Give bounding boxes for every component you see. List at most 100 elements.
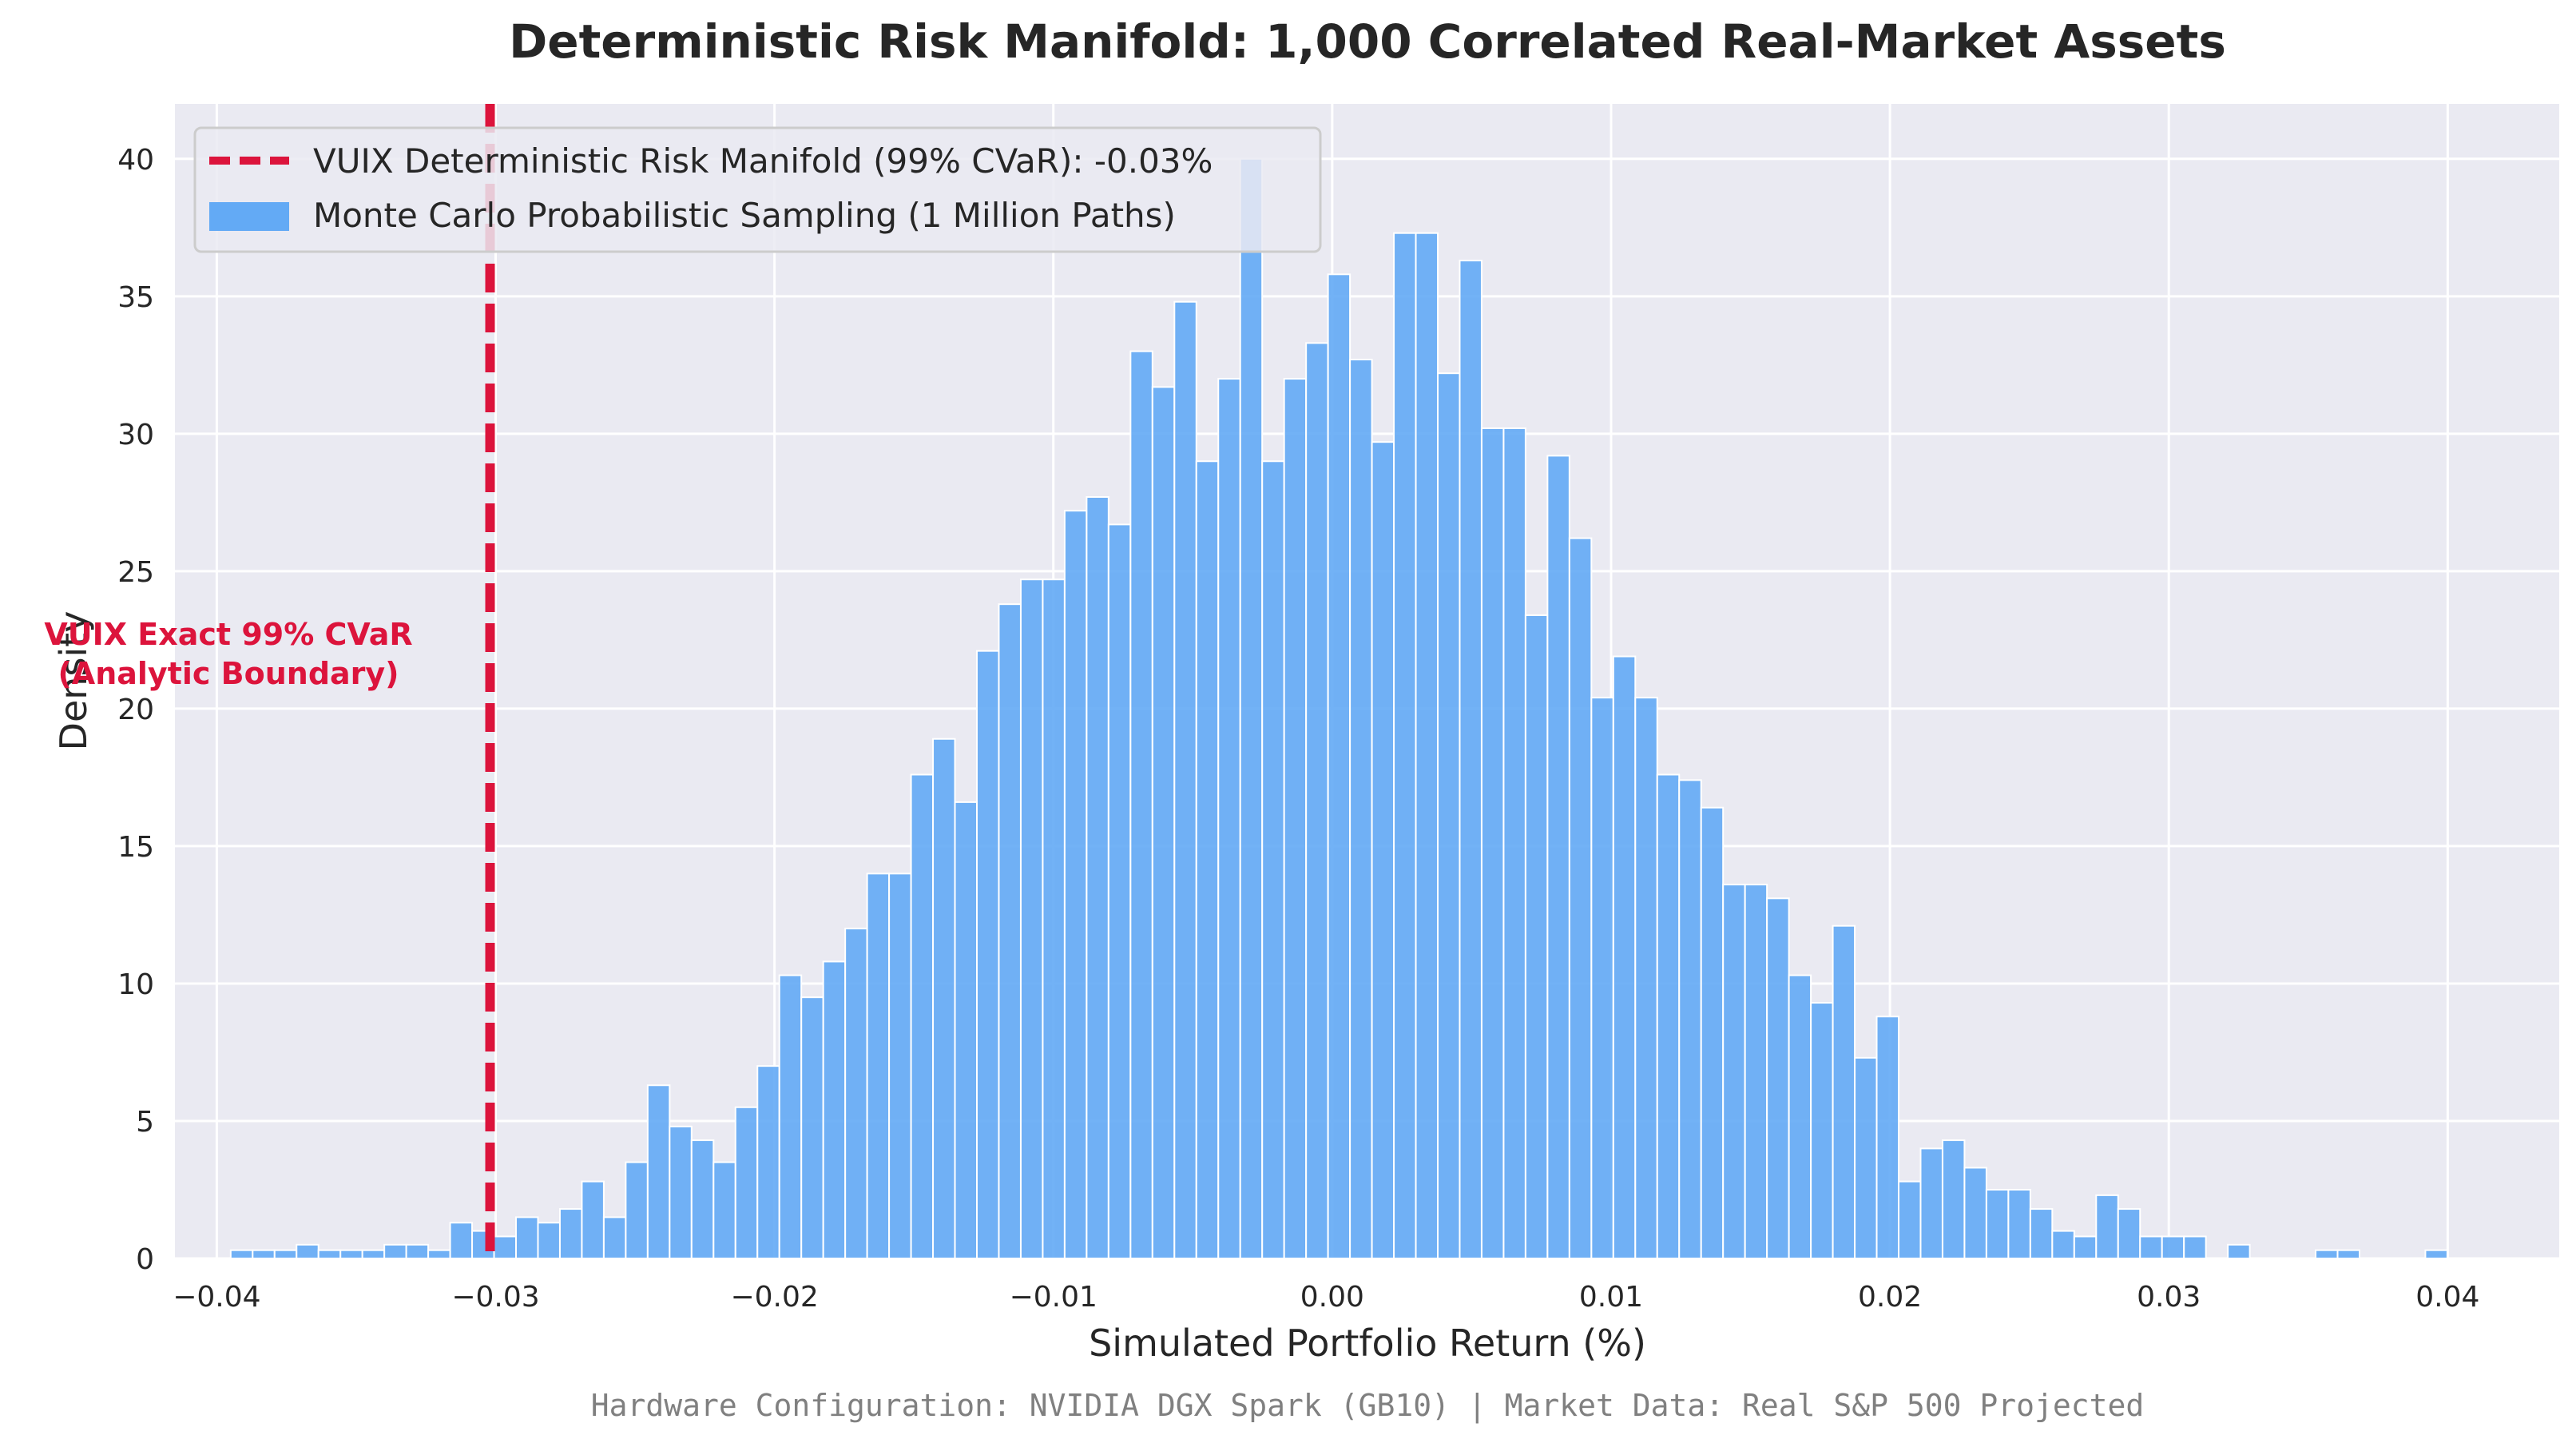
x-tick-label: 0.00 xyxy=(1300,1281,1364,1314)
histogram-bar xyxy=(1151,386,1176,1260)
histogram-bar xyxy=(1393,232,1417,1259)
y-tick-labels: 0 5 10 15 20 25 30 35 40 xyxy=(117,144,154,1276)
histogram-bar xyxy=(449,1222,474,1259)
histogram-bar xyxy=(1107,523,1132,1259)
histogram-bar xyxy=(361,1249,386,1260)
footer-note: Hardware Configuration: NVIDIA DGX Spark… xyxy=(591,1388,2145,1424)
histogram-bar xyxy=(252,1249,276,1260)
histogram-bar xyxy=(1129,350,1153,1260)
y-tick-label: 20 xyxy=(117,694,154,726)
histogram-bar xyxy=(669,1125,693,1260)
histogram-bar xyxy=(1217,378,1241,1259)
cvar-annotation-line2: (Analytic Boundary) xyxy=(58,656,399,691)
histogram-bar xyxy=(2007,1188,2031,1259)
histogram-bar xyxy=(1459,260,1482,1259)
histogram-bar xyxy=(2073,1235,2098,1260)
histogram-bar xyxy=(1897,1180,1922,1259)
y-tick-label: 15 xyxy=(117,831,154,864)
y-tick-label: 0 xyxy=(136,1243,154,1276)
histogram-bar xyxy=(866,873,891,1260)
histogram-bar xyxy=(954,801,978,1259)
histogram-bar xyxy=(1985,1188,2010,1259)
histogram-bar xyxy=(2139,1235,2163,1260)
histogram-bar xyxy=(910,773,935,1259)
histogram-bar xyxy=(2161,1235,2185,1260)
legend: VUIX Deterministic Risk Manifold (99% CV… xyxy=(193,126,1322,253)
histogram-bar xyxy=(1590,697,1614,1259)
legend-histogram-swatch xyxy=(209,202,289,231)
x-tick-label: 0.04 xyxy=(2415,1281,2479,1314)
x-tick-label: 0.01 xyxy=(1579,1281,1643,1314)
y-tick-label: 5 xyxy=(136,1106,154,1139)
histogram-bar xyxy=(2029,1208,2054,1259)
y-tick-label: 35 xyxy=(117,281,154,314)
histogram-bar xyxy=(2336,1249,2360,1260)
histogram-bar xyxy=(1722,884,1746,1259)
histogram-bar xyxy=(2051,1230,2075,1259)
x-tick-label: −0.04 xyxy=(173,1281,260,1314)
y-tick-label: 10 xyxy=(117,968,154,1001)
histogram-bar xyxy=(1063,510,1088,1259)
histogram-bar xyxy=(756,1065,780,1259)
x-tick-label: −0.01 xyxy=(1010,1281,1097,1314)
histogram-bar xyxy=(888,873,912,1260)
histogram-bar xyxy=(2424,1249,2448,1260)
histogram-bar xyxy=(822,960,847,1260)
y-tick-label: 30 xyxy=(117,419,154,451)
histogram-bar xyxy=(317,1249,342,1260)
histogram-bar xyxy=(1788,974,1812,1260)
histogram-bar xyxy=(2227,1243,2251,1259)
histogram-bar xyxy=(734,1106,759,1259)
histogram-bar xyxy=(932,737,956,1259)
histogram-bar xyxy=(1700,806,1725,1259)
histogram-bar xyxy=(1371,441,1395,1259)
histogram-bar xyxy=(296,1243,320,1259)
x-tick-label: −0.02 xyxy=(730,1281,818,1314)
histogram-bar xyxy=(273,1249,298,1260)
x-tick-labels: −0.04 −0.03 −0.02 −0.01 0.00 0.01 0.02 0.03 0.04 xyxy=(173,1281,2479,1314)
histogram-bar xyxy=(1678,779,1702,1259)
histogram-bar xyxy=(998,603,1022,1259)
histogram-bar xyxy=(1810,1002,1834,1260)
legend-histogram-label: Monte Carlo Probabilistic Sampling (1 Mi… xyxy=(313,196,1176,235)
histogram-bars xyxy=(229,157,2448,1260)
x-tick-label: 0.03 xyxy=(2137,1281,2201,1314)
histogram-bar xyxy=(383,1243,407,1259)
chart-title: Deterministic Risk Manifold: 1,000 Corre… xyxy=(509,14,2226,69)
histogram-bar xyxy=(1195,460,1220,1259)
legend-box xyxy=(193,126,1322,253)
histogram-bar xyxy=(1744,884,1768,1259)
histogram-bar xyxy=(1261,460,1285,1259)
histogram-bar xyxy=(1854,1056,1878,1259)
histogram-bar xyxy=(1919,1147,1943,1260)
histogram-bar xyxy=(1656,773,1681,1259)
histogram-bar xyxy=(1305,342,1329,1260)
histogram-bar xyxy=(646,1084,671,1259)
histogram-bar xyxy=(712,1161,736,1260)
histogram-bar xyxy=(800,996,824,1260)
histogram-bar xyxy=(1875,1016,1899,1259)
histogram-bar xyxy=(690,1139,715,1260)
histogram-bar xyxy=(1568,537,1593,1259)
histogram-bar xyxy=(515,1216,539,1259)
histogram-bar xyxy=(602,1216,627,1259)
histogram-bar xyxy=(1941,1139,1966,1260)
histogram-bar xyxy=(625,1161,649,1260)
histogram-bar xyxy=(1173,300,1197,1260)
histogram-bar xyxy=(1019,578,1044,1259)
x-tick-label: −0.03 xyxy=(451,1281,539,1314)
y-tick-label: 40 xyxy=(117,144,154,177)
histogram-bar xyxy=(1524,614,1549,1259)
histogram-bar xyxy=(1415,232,1439,1259)
histogram-bar xyxy=(2183,1235,2207,1260)
histogram-bar xyxy=(1832,924,1856,1259)
histogram-bar xyxy=(537,1222,561,1259)
histogram-bar xyxy=(976,650,1000,1259)
x-tick-label: 0.02 xyxy=(1858,1281,1922,1314)
histogram-bar xyxy=(778,974,803,1260)
histogram-bar xyxy=(493,1235,518,1260)
histogram-bar xyxy=(1634,697,1658,1259)
histogram-bar xyxy=(1480,427,1505,1259)
x-axis-label: Simulated Portfolio Return (%) xyxy=(1089,1322,1646,1365)
